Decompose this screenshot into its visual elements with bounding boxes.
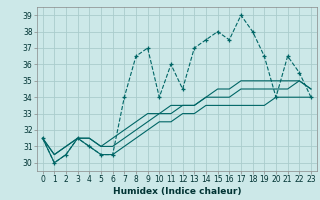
X-axis label: Humidex (Indice chaleur): Humidex (Indice chaleur) [113, 187, 241, 196]
